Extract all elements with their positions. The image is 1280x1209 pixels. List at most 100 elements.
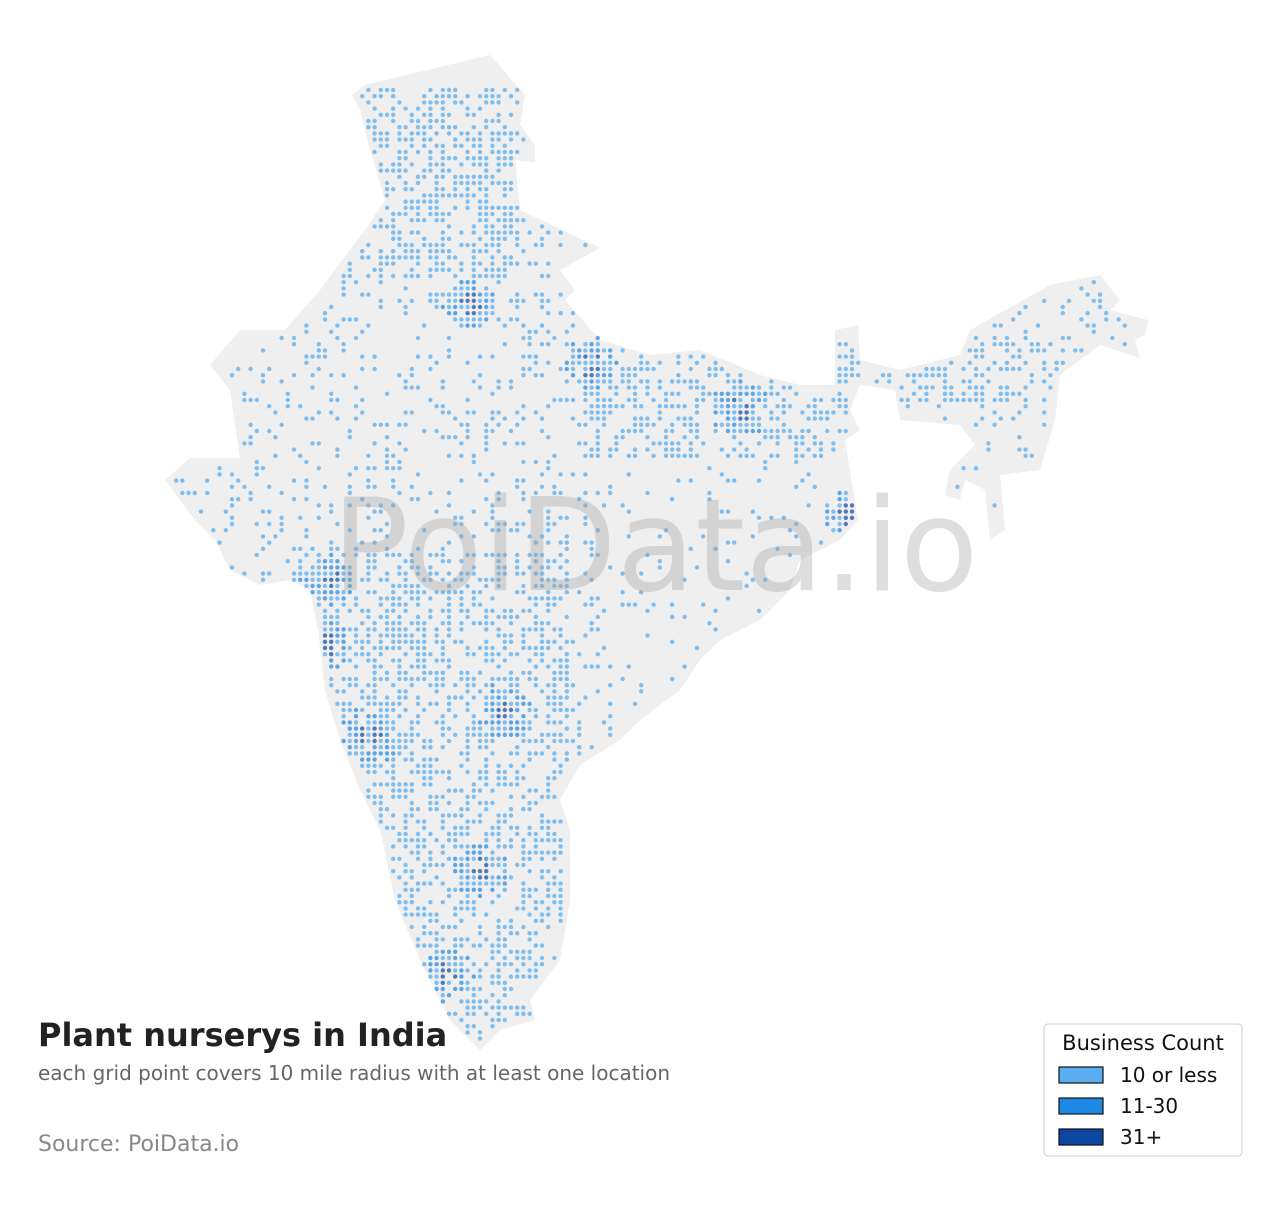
grid-point bbox=[335, 323, 340, 328]
grid-point bbox=[657, 379, 662, 384]
grid-point bbox=[471, 999, 476, 1004]
grid-point bbox=[502, 441, 507, 446]
grid-point bbox=[422, 112, 427, 118]
grid-point bbox=[248, 490, 253, 496]
grid-point bbox=[409, 757, 414, 762]
grid-point bbox=[459, 304, 464, 310]
grid-point bbox=[459, 943, 464, 948]
grid-point bbox=[546, 881, 551, 886]
grid-point bbox=[422, 94, 427, 99]
grid-point bbox=[818, 397, 824, 403]
grid-point bbox=[521, 590, 526, 595]
grid-point bbox=[589, 546, 594, 551]
grid-point bbox=[539, 819, 545, 824]
grid-point bbox=[713, 428, 718, 434]
grid-point bbox=[521, 955, 526, 961]
grid-point bbox=[558, 366, 563, 372]
grid-point bbox=[360, 726, 365, 731]
grid-point bbox=[533, 931, 538, 936]
grid-point bbox=[775, 416, 780, 421]
grid-point bbox=[415, 639, 421, 644]
grid-point bbox=[515, 298, 520, 303]
grid-point bbox=[521, 583, 526, 589]
grid-point bbox=[533, 559, 538, 564]
grid-point bbox=[645, 391, 650, 396]
grid-point bbox=[558, 472, 563, 477]
grid-point bbox=[781, 515, 786, 520]
grid-point bbox=[428, 249, 433, 254]
grid-point bbox=[372, 769, 377, 775]
grid-point bbox=[341, 627, 346, 632]
grid-point bbox=[738, 379, 743, 384]
grid-point bbox=[992, 422, 997, 427]
grid-point bbox=[446, 701, 452, 706]
grid-point bbox=[428, 757, 433, 762]
grid-point bbox=[341, 639, 346, 644]
grid-point bbox=[310, 546, 315, 551]
grid-point bbox=[471, 974, 476, 979]
grid-point bbox=[298, 453, 303, 458]
grid-point bbox=[322, 645, 328, 651]
grid-point bbox=[329, 639, 334, 644]
grid-point bbox=[738, 404, 743, 409]
grid-point bbox=[372, 720, 377, 725]
grid-point bbox=[391, 168, 396, 173]
grid-point bbox=[428, 156, 433, 161]
grid-point bbox=[403, 900, 408, 905]
grid-point bbox=[924, 397, 929, 403]
grid-point bbox=[558, 838, 563, 843]
grid-point bbox=[558, 869, 563, 874]
grid-point bbox=[620, 428, 625, 434]
grid-point bbox=[564, 515, 569, 520]
grid-point bbox=[738, 416, 743, 421]
grid-point bbox=[490, 149, 495, 155]
grid-point bbox=[446, 156, 452, 161]
grid-point bbox=[459, 986, 464, 992]
grid-point bbox=[347, 267, 352, 272]
grid-point bbox=[459, 534, 464, 539]
grid-point bbox=[422, 924, 427, 930]
grid-point bbox=[645, 422, 650, 427]
grid-point bbox=[397, 738, 402, 744]
grid-point bbox=[465, 292, 470, 297]
grid-point bbox=[1066, 335, 1072, 341]
grid-point bbox=[1048, 373, 1053, 378]
grid-point bbox=[663, 428, 669, 434]
grid-point bbox=[415, 261, 421, 266]
grid-point bbox=[645, 633, 650, 638]
grid-point bbox=[949, 391, 954, 396]
grid-point bbox=[775, 453, 780, 458]
grid-point bbox=[515, 230, 520, 235]
grid-point bbox=[397, 838, 402, 843]
grid-point bbox=[645, 366, 650, 372]
grid-point bbox=[942, 366, 948, 372]
grid-point bbox=[484, 125, 489, 130]
grid-point bbox=[378, 664, 383, 669]
grid-point bbox=[521, 695, 526, 700]
grid-point bbox=[521, 416, 526, 421]
grid-point bbox=[403, 447, 408, 452]
grid-point bbox=[446, 292, 452, 297]
grid-point bbox=[434, 838, 439, 843]
grid-point bbox=[670, 639, 675, 644]
grid-point bbox=[496, 422, 501, 427]
grid-point bbox=[787, 528, 793, 533]
grid-point bbox=[372, 701, 377, 706]
grid-point bbox=[229, 515, 235, 520]
grid-point bbox=[378, 701, 383, 706]
grid-point bbox=[440, 639, 445, 644]
grid-point bbox=[713, 366, 718, 372]
grid-point bbox=[546, 577, 551, 582]
grid-point bbox=[552, 639, 557, 644]
grid-point bbox=[453, 298, 458, 303]
grid-point bbox=[831, 410, 836, 415]
grid-point bbox=[422, 745, 427, 750]
grid-point bbox=[428, 962, 433, 967]
grid-point bbox=[446, 583, 452, 589]
grid-point bbox=[688, 385, 693, 390]
grid-point bbox=[564, 546, 569, 551]
grid-point bbox=[651, 453, 656, 458]
grid-point bbox=[341, 714, 346, 719]
grid-point bbox=[316, 552, 321, 558]
grid-point bbox=[341, 571, 346, 576]
